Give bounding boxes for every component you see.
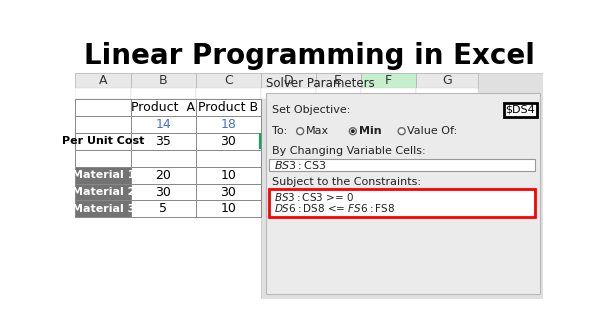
Bar — [131, 116, 195, 133]
Bar — [195, 150, 261, 167]
Bar — [417, 88, 478, 99]
Bar — [75, 183, 131, 201]
Text: 30: 30 — [221, 135, 236, 148]
Bar — [266, 93, 540, 294]
Bar — [315, 73, 361, 88]
Text: Material 3: Material 3 — [72, 204, 135, 214]
Text: G: G — [443, 74, 452, 87]
Text: F: F — [385, 74, 392, 87]
Text: Set Objective:: Set Objective: — [272, 104, 350, 115]
Text: Max: Max — [306, 126, 329, 136]
Text: 14: 14 — [156, 118, 171, 131]
Text: Product  A: Product A — [131, 101, 195, 114]
Bar — [75, 150, 131, 167]
Bar — [504, 103, 537, 117]
Text: $BS3:$CS3 >= 0: $BS3:$CS3 >= 0 — [274, 191, 354, 203]
Text: 10: 10 — [221, 203, 236, 215]
Bar — [75, 99, 131, 116]
Bar — [361, 88, 417, 99]
Bar — [131, 99, 195, 116]
Bar — [269, 159, 535, 171]
Bar — [195, 183, 261, 201]
Bar — [261, 73, 315, 88]
Bar — [195, 167, 261, 183]
Bar — [261, 73, 543, 299]
Text: By Changing Variable Cells:: By Changing Variable Cells: — [272, 146, 426, 156]
Bar — [269, 189, 535, 217]
Bar — [195, 99, 261, 116]
Text: Per Unit Cost: Per Unit Cost — [62, 136, 145, 146]
Text: Value Of:: Value Of: — [408, 126, 458, 136]
Text: 18: 18 — [221, 118, 236, 131]
Bar — [195, 73, 261, 88]
Bar — [195, 116, 261, 133]
Text: Product B: Product B — [198, 101, 259, 114]
Text: Linear Programming in Excel: Linear Programming in Excel — [84, 42, 534, 71]
Text: 10: 10 — [221, 169, 236, 181]
Bar — [75, 73, 131, 88]
Bar — [131, 201, 195, 217]
Text: C: C — [224, 74, 233, 87]
Bar — [131, 88, 195, 99]
Bar — [131, 73, 195, 88]
Text: B: B — [159, 74, 168, 87]
Bar — [195, 133, 261, 150]
Text: To:: To: — [272, 126, 288, 136]
Text: 30: 30 — [221, 185, 236, 199]
Bar — [75, 133, 131, 150]
Bar — [75, 116, 131, 133]
Text: 35: 35 — [156, 135, 171, 148]
Bar — [361, 73, 417, 88]
Bar — [75, 88, 131, 99]
Text: Solver Parameters: Solver Parameters — [266, 77, 375, 90]
Bar — [131, 150, 195, 167]
Circle shape — [351, 129, 355, 133]
Bar — [195, 201, 261, 217]
Bar — [131, 133, 195, 150]
Bar — [75, 201, 131, 217]
Text: Material 2: Material 2 — [72, 187, 135, 197]
Text: A: A — [99, 74, 107, 87]
Text: $BS3:$CS3: $BS3:$CS3 — [274, 159, 327, 171]
Bar — [131, 183, 195, 201]
Text: Material 1: Material 1 — [72, 170, 135, 180]
Bar — [261, 88, 315, 99]
Text: E: E — [334, 74, 342, 87]
Bar — [75, 167, 131, 183]
Bar — [131, 167, 195, 183]
Bar — [195, 88, 261, 99]
Circle shape — [398, 128, 405, 135]
Bar — [417, 73, 478, 88]
Bar — [259, 133, 261, 149]
Text: Subject to the Constraints:: Subject to the Constraints: — [272, 177, 421, 187]
Bar — [315, 88, 361, 99]
Text: D: D — [283, 74, 293, 87]
Text: 5: 5 — [159, 203, 168, 215]
Circle shape — [349, 128, 356, 135]
Circle shape — [297, 128, 304, 135]
Text: Min: Min — [359, 126, 381, 136]
Text: $DS6:$DS8 <= $FS6:$FS8: $DS6:$DS8 <= $FS6:$FS8 — [274, 202, 395, 214]
Text: 20: 20 — [156, 169, 171, 181]
Text: $DS4: $DS4 — [505, 104, 535, 115]
Text: 30: 30 — [156, 185, 171, 199]
